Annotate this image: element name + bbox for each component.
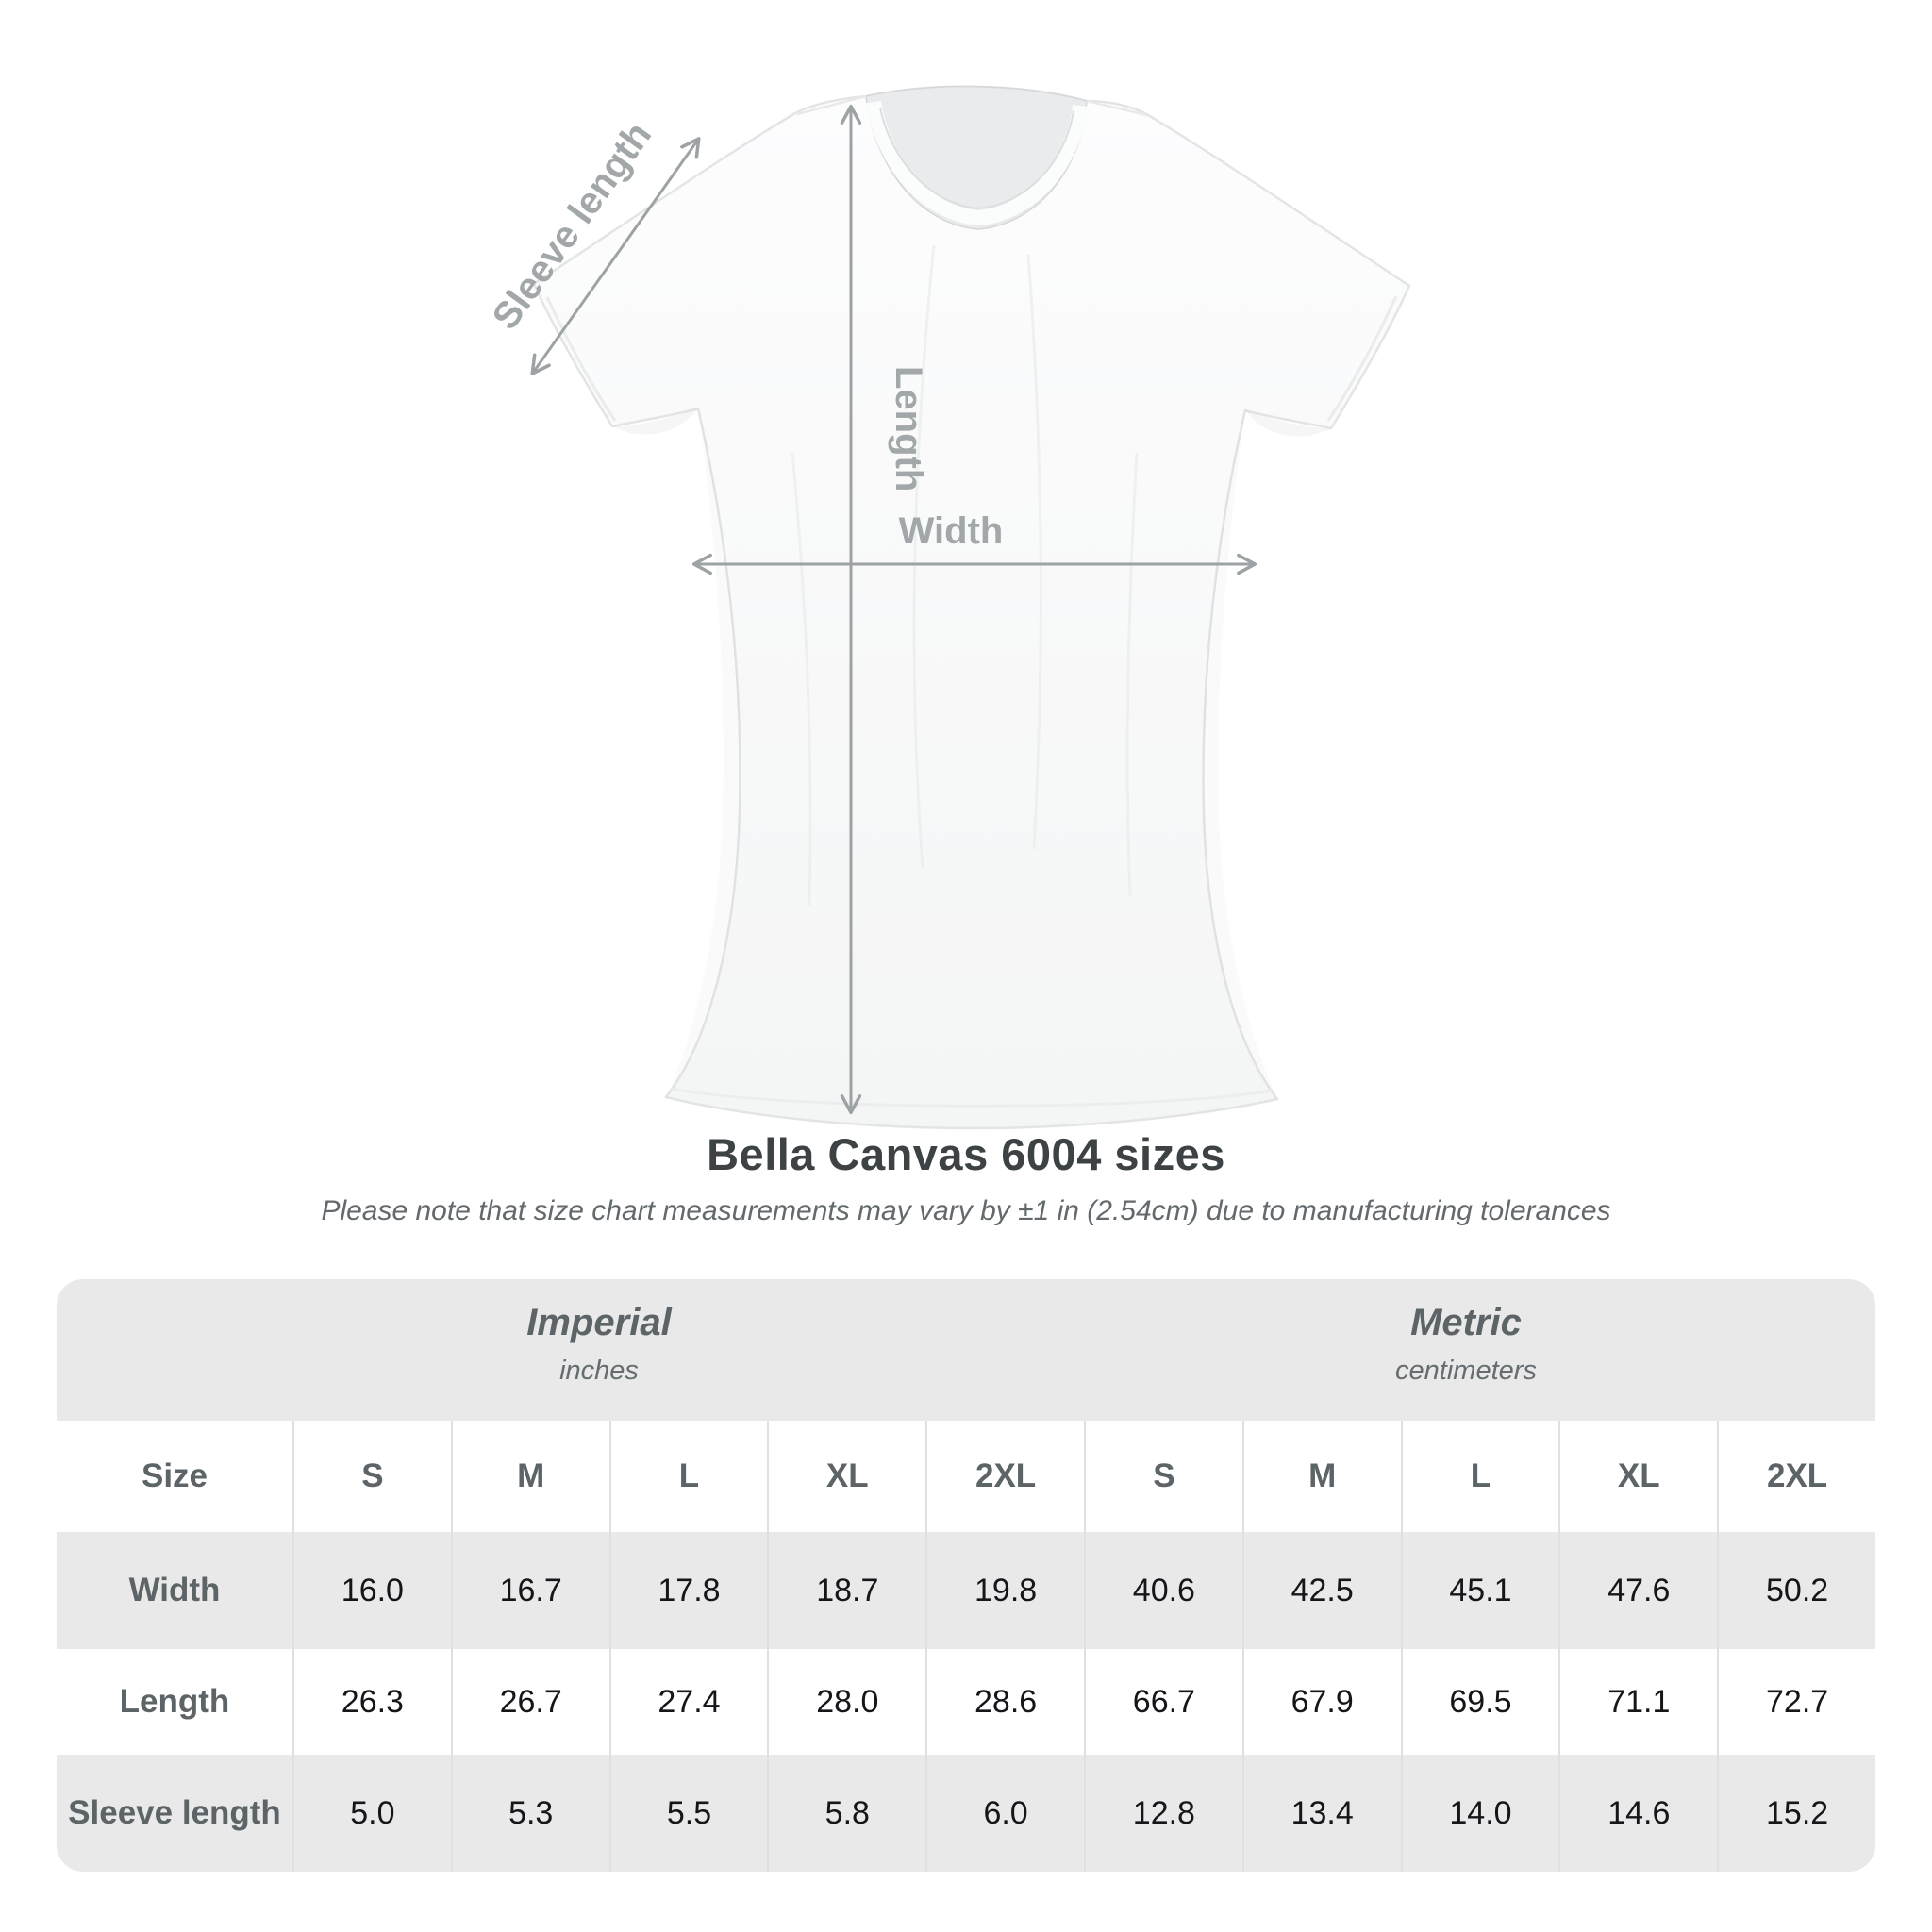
sleeve-length-arrow: [530, 137, 701, 375]
table-row-width: Width 16.0 16.7 17.8 18.7 19.8 40.6 42.5…: [57, 1532, 1875, 1649]
table-cell: 66.7: [1084, 1649, 1242, 1755]
table-cell: 17.8: [608, 1532, 768, 1649]
metric-section-header: Metric centimeters: [1395, 1302, 1537, 1387]
table-header-band: Imperial inches Metric centimeters: [57, 1279, 1875, 1421]
size-table: Imperial inches Metric centimeters Size …: [57, 1279, 1875, 1872]
page-subtitle: Please note that size chart measurements…: [321, 1195, 1611, 1226]
table-cell: 14.0: [1400, 1755, 1559, 1872]
table-cell: 28.6: [925, 1649, 1084, 1755]
table-cell: 27.4: [608, 1649, 768, 1755]
table-row-length: Length 26.3 26.7 27.4 28.0 28.6 66.7 67.…: [57, 1649, 1875, 1755]
col-header: L: [608, 1421, 768, 1532]
row-label: Sleeve length: [68, 1794, 281, 1831]
table-cell: 26.3: [292, 1649, 451, 1755]
col-header: XL: [767, 1421, 925, 1532]
col-header: XL: [1558, 1421, 1717, 1532]
table-cell: 69.5: [1400, 1649, 1559, 1755]
col-header: S: [292, 1421, 451, 1532]
tshirt-graphic: [532, 85, 1411, 1130]
table-cell: 45.1: [1400, 1532, 1559, 1649]
table-cell: 15.2: [1717, 1755, 1875, 1872]
page-title: Bella Canvas 6004 sizes: [707, 1129, 1225, 1179]
imperial-title: Imperial: [526, 1302, 672, 1343]
imperial-section-header: Imperial inches: [526, 1302, 671, 1387]
metric-title: Metric: [1410, 1302, 1522, 1343]
col-header: 2XL: [1717, 1421, 1875, 1532]
table-cell: 71.1: [1558, 1649, 1717, 1755]
table-cell: 14.6: [1558, 1755, 1717, 1872]
table-cell: 47.6: [1558, 1532, 1717, 1649]
width-label: Width: [899, 510, 1004, 552]
col-header: 2XL: [925, 1421, 1084, 1532]
row-label: Width: [128, 1572, 221, 1608]
table-cell: 42.5: [1241, 1532, 1401, 1649]
table-cell: 16.0: [292, 1532, 451, 1649]
col-header: L: [1400, 1421, 1559, 1532]
table-cell: 26.7: [450, 1649, 609, 1755]
table-cell: 13.4: [1241, 1755, 1401, 1872]
col-header: S: [1084, 1421, 1242, 1532]
table-cell: 19.8: [925, 1532, 1084, 1649]
table-cell: 18.7: [767, 1532, 925, 1649]
row-label: Length: [119, 1683, 230, 1720]
col-header: M: [1241, 1421, 1401, 1532]
size-corner-label: Size: [141, 1457, 208, 1494]
metric-unit: centimeters: [1395, 1356, 1537, 1386]
table-row-sleeve-length: Sleeve length 5.0 5.3 5.5 5.8 6.0 12.8 1…: [57, 1755, 1875, 1872]
table-cell: 72.7: [1717, 1649, 1875, 1755]
table-row-sizes: Size S M L XL 2XL S M L XL 2XL: [57, 1421, 1875, 1532]
table-cell: 12.8: [1084, 1755, 1242, 1872]
table-cell: 67.9: [1241, 1649, 1401, 1755]
table-cell: 50.2: [1717, 1532, 1875, 1649]
table-cell: 28.0: [767, 1649, 925, 1755]
table-cell: 40.6: [1084, 1532, 1242, 1649]
imperial-unit: inches: [559, 1356, 639, 1386]
table-cell: 5.8: [767, 1755, 925, 1872]
col-header: M: [450, 1421, 609, 1532]
table-cell: 16.7: [450, 1532, 609, 1649]
table-cell: 6.0: [925, 1755, 1084, 1872]
tshirt-diagram: Sleeve length Length Width: [485, 85, 1411, 1130]
length-label: Length: [888, 366, 929, 491]
table-cell: 5.5: [608, 1755, 768, 1872]
table-cell: 5.0: [292, 1755, 451, 1872]
table-cell: 5.3: [450, 1755, 609, 1872]
